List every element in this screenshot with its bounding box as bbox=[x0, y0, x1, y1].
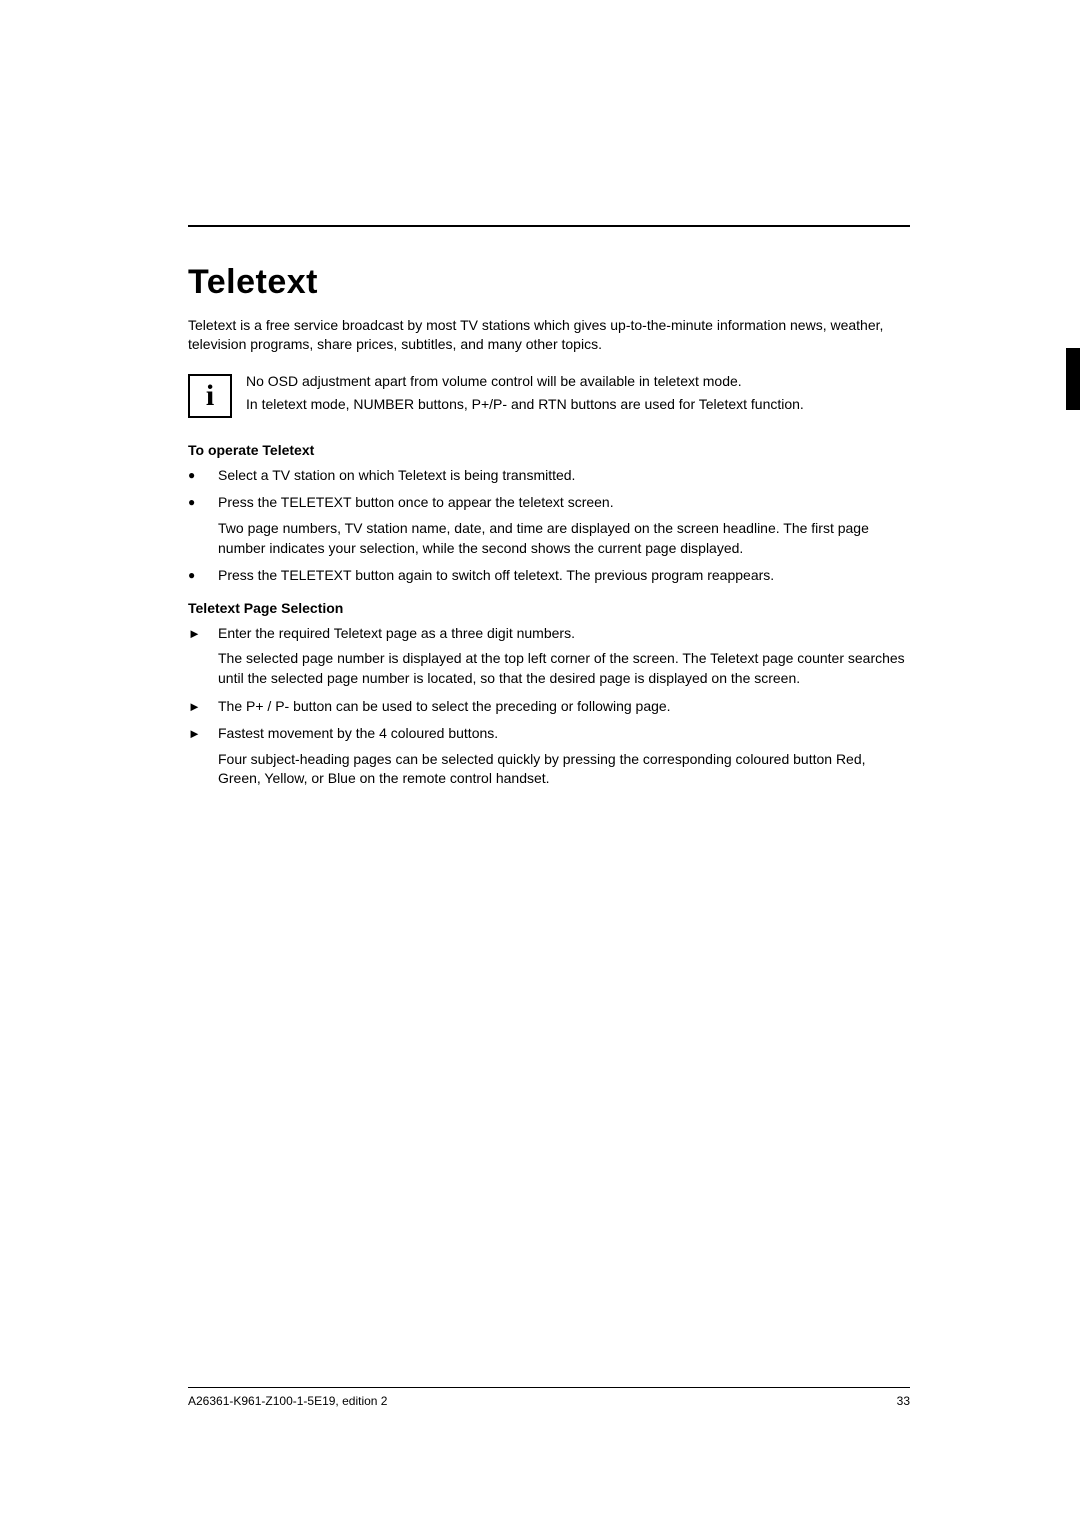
info-note-line: No OSD adjustment apart from volume cont… bbox=[246, 372, 804, 392]
list-item-text: Two page numbers, TV station name, date,… bbox=[218, 519, 910, 558]
list-item-text: Enter the required Teletext page as a th… bbox=[218, 624, 910, 644]
intro-paragraph: Teletext is a free service broadcast by … bbox=[188, 316, 910, 354]
list-item: ● Select a TV station on which Teletext … bbox=[188, 466, 910, 486]
arrow-icon: ► bbox=[188, 697, 202, 717]
list-item-text: Select a TV station on which Teletext is… bbox=[218, 466, 575, 486]
section-heading: Teletext Page Selection bbox=[188, 600, 910, 616]
list-item: ► Enter the required Teletext page as a … bbox=[188, 624, 910, 689]
list-item-text: The selected page number is displayed at… bbox=[218, 649, 910, 688]
list-item-text: Press the TELETEXT button once to appear… bbox=[218, 493, 910, 513]
footer-doc-id: A26361-K961-Z100-1-5E19, edition 2 bbox=[188, 1394, 387, 1408]
list-item-text: The P+ / P- button can be used to select… bbox=[218, 697, 671, 717]
section-heading: To operate Teletext bbox=[188, 442, 910, 458]
header-rule bbox=[188, 225, 910, 227]
info-note-text: No OSD adjustment apart from volume cont… bbox=[246, 372, 804, 415]
list-item: ● Press the TELETEXT button once to appe… bbox=[188, 493, 910, 558]
list-item: ► Fastest movement by the 4 coloured but… bbox=[188, 724, 910, 789]
footer-rule bbox=[188, 1387, 910, 1388]
list-item-text: Four subject-heading pages can be select… bbox=[218, 750, 910, 789]
thumb-tab bbox=[1066, 348, 1080, 410]
list-item-text: Fastest movement by the 4 coloured butto… bbox=[218, 724, 910, 744]
bullet-icon: ● bbox=[188, 493, 202, 512]
footer-page-number: 33 bbox=[897, 1394, 910, 1408]
info-icon-glyph: i bbox=[206, 381, 214, 411]
list-item: ► The P+ / P- button can be used to sele… bbox=[188, 697, 910, 717]
page-footer: A26361-K961-Z100-1-5E19, edition 2 33 bbox=[188, 1387, 910, 1408]
list-item: ● Press the TELETEXT button again to swi… bbox=[188, 566, 910, 586]
bullet-icon: ● bbox=[188, 466, 202, 485]
bullet-icon: ● bbox=[188, 566, 202, 585]
arrow-icon: ► bbox=[188, 624, 202, 644]
arrow-icon: ► bbox=[188, 724, 202, 744]
document-page: Teletext Teletext is a free service broa… bbox=[0, 0, 1080, 1528]
info-note-line: In teletext mode, NUMBER buttons, P+/P- … bbox=[246, 395, 804, 415]
operate-teletext-list: ● Select a TV station on which Teletext … bbox=[188, 466, 910, 586]
page-title: Teletext bbox=[188, 263, 910, 302]
info-note: i No OSD adjustment apart from volume co… bbox=[188, 372, 910, 418]
info-icon: i bbox=[188, 374, 232, 418]
page-selection-list: ► Enter the required Teletext page as a … bbox=[188, 624, 910, 789]
list-item-text: Press the TELETEXT button again to switc… bbox=[218, 566, 774, 586]
